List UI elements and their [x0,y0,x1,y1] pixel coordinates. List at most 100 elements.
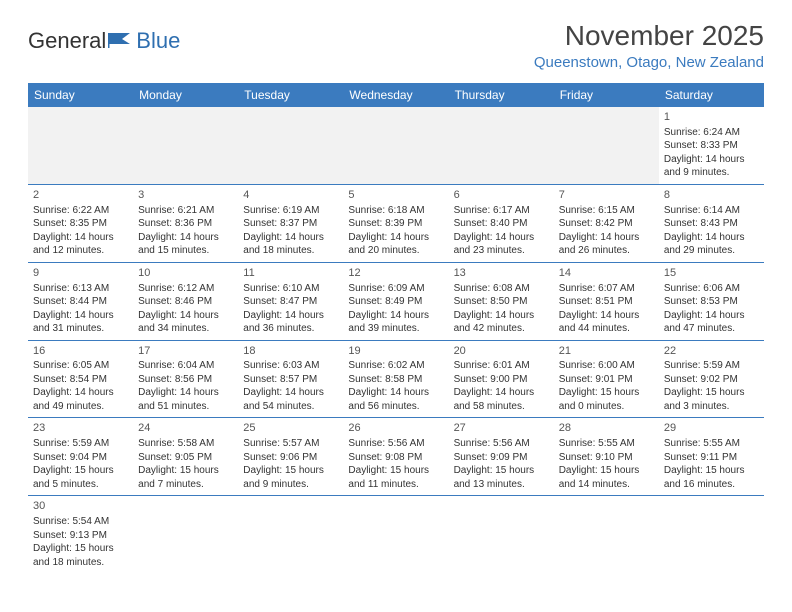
day-info: and 26 minutes. [559,244,654,258]
day-info: Daylight: 14 hours [454,309,549,323]
day-info: and 16 minutes. [664,478,759,492]
calendar-day: 5Sunrise: 6:18 AMSunset: 8:39 PMDaylight… [343,185,448,262]
day-info: Daylight: 14 hours [138,386,233,400]
day-info: Sunset: 9:06 PM [243,451,338,465]
day-info: and 51 minutes. [138,400,233,414]
calendar-day: 30Sunrise: 5:54 AMSunset: 9:13 PMDayligh… [28,496,133,573]
day-info: Sunset: 8:54 PM [33,373,128,387]
calendar-day: 13Sunrise: 6:08 AMSunset: 8:50 PMDayligh… [449,263,554,340]
day-info: Sunset: 9:02 PM [664,373,759,387]
day-info: Sunrise: 5:55 AM [559,437,654,451]
day-info: and 49 minutes. [33,400,128,414]
calendar-day: 23Sunrise: 5:59 AMSunset: 9:04 PMDayligh… [28,418,133,495]
day-info: Sunrise: 5:55 AM [664,437,759,451]
day-info: Daylight: 14 hours [348,231,443,245]
day-number: 5 [348,188,443,203]
calendar-day: 11Sunrise: 6:10 AMSunset: 8:47 PMDayligh… [238,263,343,340]
calendar-blank [449,496,554,573]
day-info: and 12 minutes. [33,244,128,258]
day-info: Sunset: 9:04 PM [33,451,128,465]
day-info: Sunset: 9:13 PM [33,529,128,543]
day-info: Sunrise: 6:18 AM [348,204,443,218]
day-info: Sunrise: 6:22 AM [33,204,128,218]
day-info: Sunrise: 6:14 AM [664,204,759,218]
calendar-blank [554,496,659,573]
calendar-header-row: SundayMondayTuesdayWednesdayThursdayFrid… [28,83,764,107]
day-info: and 15 minutes. [138,244,233,258]
logo-text-2: Blue [136,28,180,54]
day-info: Sunset: 8:57 PM [243,373,338,387]
day-number: 14 [559,266,654,281]
calendar-blank [238,496,343,573]
calendar-blank [133,107,238,184]
day-info: Daylight: 14 hours [559,309,654,323]
calendar-blank [238,107,343,184]
day-info: and 42 minutes. [454,322,549,336]
day-info: Sunrise: 6:06 AM [664,282,759,296]
day-info: Sunrise: 5:58 AM [138,437,233,451]
day-info: Sunrise: 6:19 AM [243,204,338,218]
day-number: 2 [33,188,128,203]
day-info: and 14 minutes. [559,478,654,492]
day-info: Daylight: 15 hours [664,464,759,478]
day-info: Sunrise: 6:21 AM [138,204,233,218]
calendar-row: 16Sunrise: 6:05 AMSunset: 8:54 PMDayligh… [28,341,764,419]
day-info: Sunrise: 5:59 AM [664,359,759,373]
day-info: Sunset: 8:53 PM [664,295,759,309]
calendar-day: 16Sunrise: 6:05 AMSunset: 8:54 PMDayligh… [28,341,133,418]
day-info: Sunset: 8:50 PM [454,295,549,309]
day-info: Daylight: 14 hours [664,153,759,167]
day-number: 17 [138,344,233,359]
calendar-blank [343,496,448,573]
day-info: and 58 minutes. [454,400,549,414]
day-info: Sunrise: 5:59 AM [33,437,128,451]
day-info: and 7 minutes. [138,478,233,492]
day-info: and 39 minutes. [348,322,443,336]
calendar-day: 14Sunrise: 6:07 AMSunset: 8:51 PMDayligh… [554,263,659,340]
calendar-day: 7Sunrise: 6:15 AMSunset: 8:42 PMDaylight… [554,185,659,262]
header: General Blue November 2025 Queenstown, O… [28,20,764,71]
day-number: 24 [138,421,233,436]
day-info: Sunset: 9:08 PM [348,451,443,465]
day-info: and 23 minutes. [454,244,549,258]
day-info: Daylight: 14 hours [664,309,759,323]
day-info: Sunset: 8:58 PM [348,373,443,387]
day-number: 3 [138,188,233,203]
day-info: and 9 minutes. [243,478,338,492]
day-info: Daylight: 14 hours [348,386,443,400]
day-number: 15 [664,266,759,281]
calendar-blank [343,107,448,184]
calendar-day: 21Sunrise: 6:00 AMSunset: 9:01 PMDayligh… [554,341,659,418]
day-info: Daylight: 15 hours [33,542,128,556]
day-info: Daylight: 15 hours [664,386,759,400]
calendar-day: 28Sunrise: 5:55 AMSunset: 9:10 PMDayligh… [554,418,659,495]
day-number: 11 [243,266,338,281]
day-info: Sunset: 8:51 PM [559,295,654,309]
calendar-row: 1Sunrise: 6:24 AMSunset: 8:33 PMDaylight… [28,107,764,185]
day-info: Sunrise: 6:02 AM [348,359,443,373]
day-info: Sunset: 8:44 PM [33,295,128,309]
weekday-header: Thursday [449,83,554,107]
day-number: 21 [559,344,654,359]
day-info: Sunset: 9:10 PM [559,451,654,465]
calendar: SundayMondayTuesdayWednesdayThursdayFrid… [28,83,764,573]
weekday-header: Friday [554,83,659,107]
day-info: Sunset: 9:09 PM [454,451,549,465]
day-info: Sunrise: 6:00 AM [559,359,654,373]
day-info: Sunrise: 6:17 AM [454,204,549,218]
day-info: Sunset: 8:43 PM [664,217,759,231]
day-info: Daylight: 14 hours [138,231,233,245]
calendar-day: 17Sunrise: 6:04 AMSunset: 8:56 PMDayligh… [133,341,238,418]
day-number: 22 [664,344,759,359]
calendar-day: 15Sunrise: 6:06 AMSunset: 8:53 PMDayligh… [659,263,764,340]
day-number: 20 [454,344,549,359]
day-info: Sunset: 8:40 PM [454,217,549,231]
day-number: 10 [138,266,233,281]
day-info: Daylight: 14 hours [33,231,128,245]
calendar-day: 8Sunrise: 6:14 AMSunset: 8:43 PMDaylight… [659,185,764,262]
day-info: and 29 minutes. [664,244,759,258]
day-number: 8 [664,188,759,203]
day-info: Sunrise: 6:10 AM [243,282,338,296]
calendar-row: 23Sunrise: 5:59 AMSunset: 9:04 PMDayligh… [28,418,764,496]
calendar-day: 22Sunrise: 5:59 AMSunset: 9:02 PMDayligh… [659,341,764,418]
